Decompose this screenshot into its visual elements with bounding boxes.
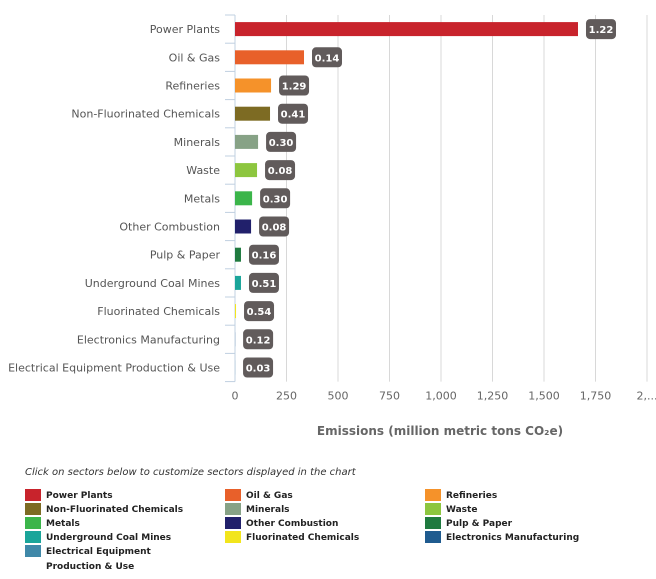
- data-label: 0.08: [262, 223, 287, 234]
- category-label: Pulp & Paper: [150, 249, 221, 262]
- data-label: 1.29: [282, 82, 307, 93]
- bars: [235, 22, 578, 375]
- data-label: 0.14: [315, 53, 340, 64]
- category-label: Waste: [186, 164, 220, 177]
- legend-label: Non-Fluorinated Chemicals: [46, 505, 184, 515]
- legend-swatch: [425, 489, 441, 501]
- data-label-box: [278, 103, 309, 124]
- data-label: 0.30: [263, 194, 288, 205]
- data-label: 0.54: [247, 307, 272, 318]
- x-tick-label: 1,750: [580, 390, 612, 403]
- category-label: Power Plants: [150, 23, 220, 36]
- data-labels: 1.22 0.14 1.29 0.41 0.30 0.08 0.30 0.08 0.16 0.51…: [243, 19, 616, 378]
- legend-label: Refineries: [446, 491, 498, 501]
- legend-label: Fluorinated Chemicals: [246, 533, 360, 543]
- x-axis-ticks: 0 250 500 750 1,000 1,250 1,500 1,750 2,...: [232, 390, 656, 403]
- data-label-box: [248, 244, 279, 265]
- legend-swatch: [225, 531, 241, 543]
- bar: [235, 163, 258, 178]
- data-label-box: [248, 272, 279, 293]
- x-tick-label: 500: [328, 390, 349, 403]
- bar: [235, 219, 252, 234]
- legend-swatch: [425, 503, 441, 515]
- legend-label: Electronics Manufacturing: [446, 533, 580, 543]
- bar: [235, 275, 241, 290]
- category-label: Non-Fluorinated Chemicals: [71, 108, 220, 121]
- bar: [235, 191, 253, 206]
- category-axis: Power Plants Oil & Gas Refineries Non-Fluor…: [8, 14, 236, 383]
- bar: [235, 304, 237, 319]
- legend-swatch: [425, 517, 441, 529]
- x-axis-title: Emissions (million metric tons CO₂e): [317, 424, 563, 438]
- data-label: 0.08: [268, 166, 293, 177]
- category-label: Electrical Equipment Production & Use: [8, 362, 220, 375]
- x-tick-label: 2,...: [637, 390, 656, 403]
- data-label-box: [279, 75, 310, 96]
- category-label: Underground Coal Mines: [85, 277, 221, 290]
- legend-swatch: [225, 517, 241, 529]
- legend-swatch: [25, 545, 41, 557]
- data-label-box: [259, 216, 290, 237]
- x-tick-label: 1,250: [477, 390, 509, 403]
- legend-swatch: [25, 517, 41, 529]
- data-label-box: [585, 19, 616, 40]
- data-label-box: [244, 301, 275, 322]
- bar: [235, 247, 241, 262]
- legend-swatch: [25, 489, 41, 501]
- data-label: 0.41: [281, 110, 306, 121]
- bar: [235, 78, 272, 93]
- data-label: 0.30: [269, 138, 294, 149]
- x-tick-label: 1,000: [425, 390, 457, 403]
- legend-label: Power Plants: [46, 491, 113, 501]
- legend-instruction: Click on sectors below to customize sect…: [25, 467, 356, 478]
- legend-swatch: [225, 503, 241, 515]
- legend-swatch: [225, 489, 241, 501]
- legend-swatch: [425, 531, 441, 543]
- category-label: Refineries: [165, 80, 220, 93]
- legend-label: Metals: [46, 519, 80, 529]
- legend-label: Pulp & Paper: [446, 519, 513, 529]
- x-tick-label: 750: [379, 390, 400, 403]
- x-tick-label: 250: [276, 390, 297, 403]
- data-label: 0.16: [252, 251, 277, 262]
- horizontal-bar-chart: Power Plants Oil & Gas Refineries Non-Fluor…: [8, 14, 656, 438]
- x-tick-label: 1,500: [528, 390, 560, 403]
- bar: [235, 22, 578, 37]
- category-label: Minerals: [174, 136, 221, 149]
- bar: [235, 134, 259, 149]
- data-label: 0.03: [246, 364, 271, 375]
- legend-label: Minerals: [246, 505, 290, 515]
- data-label-box: [312, 47, 343, 68]
- legend-label: Electrical Equipment: [46, 547, 151, 557]
- legend-label: Other Combustion: [246, 519, 339, 529]
- grid-lines: [286, 15, 648, 382]
- legend-label: Underground Coal Mines: [46, 533, 172, 543]
- x-tick-label: 0: [232, 390, 239, 403]
- data-label-box: [243, 357, 274, 378]
- bar: [235, 50, 305, 65]
- legend-label-line2: Production & Use: [46, 562, 135, 572]
- data-label-box: [266, 131, 297, 152]
- bar: [235, 106, 271, 121]
- category-label: Fluorinated Chemicals: [97, 305, 220, 318]
- data-label-box: [265, 160, 296, 181]
- data-label-box: [260, 188, 291, 209]
- category-label: Other Combustion: [119, 221, 220, 234]
- category-label: Oil & Gas: [169, 51, 221, 64]
- data-label: 0.12: [246, 335, 271, 346]
- category-label: Electronics Manufacturing: [77, 333, 220, 346]
- data-label: 1.22: [589, 25, 614, 36]
- legend-swatch: [25, 503, 41, 515]
- data-label-box: [243, 329, 274, 350]
- legend-label: Waste: [446, 505, 478, 515]
- legend-label: Oil & Gas: [246, 491, 293, 501]
- data-label: 0.51: [252, 279, 277, 290]
- legend-swatch: [25, 531, 41, 543]
- category-label: Metals: [184, 192, 220, 205]
